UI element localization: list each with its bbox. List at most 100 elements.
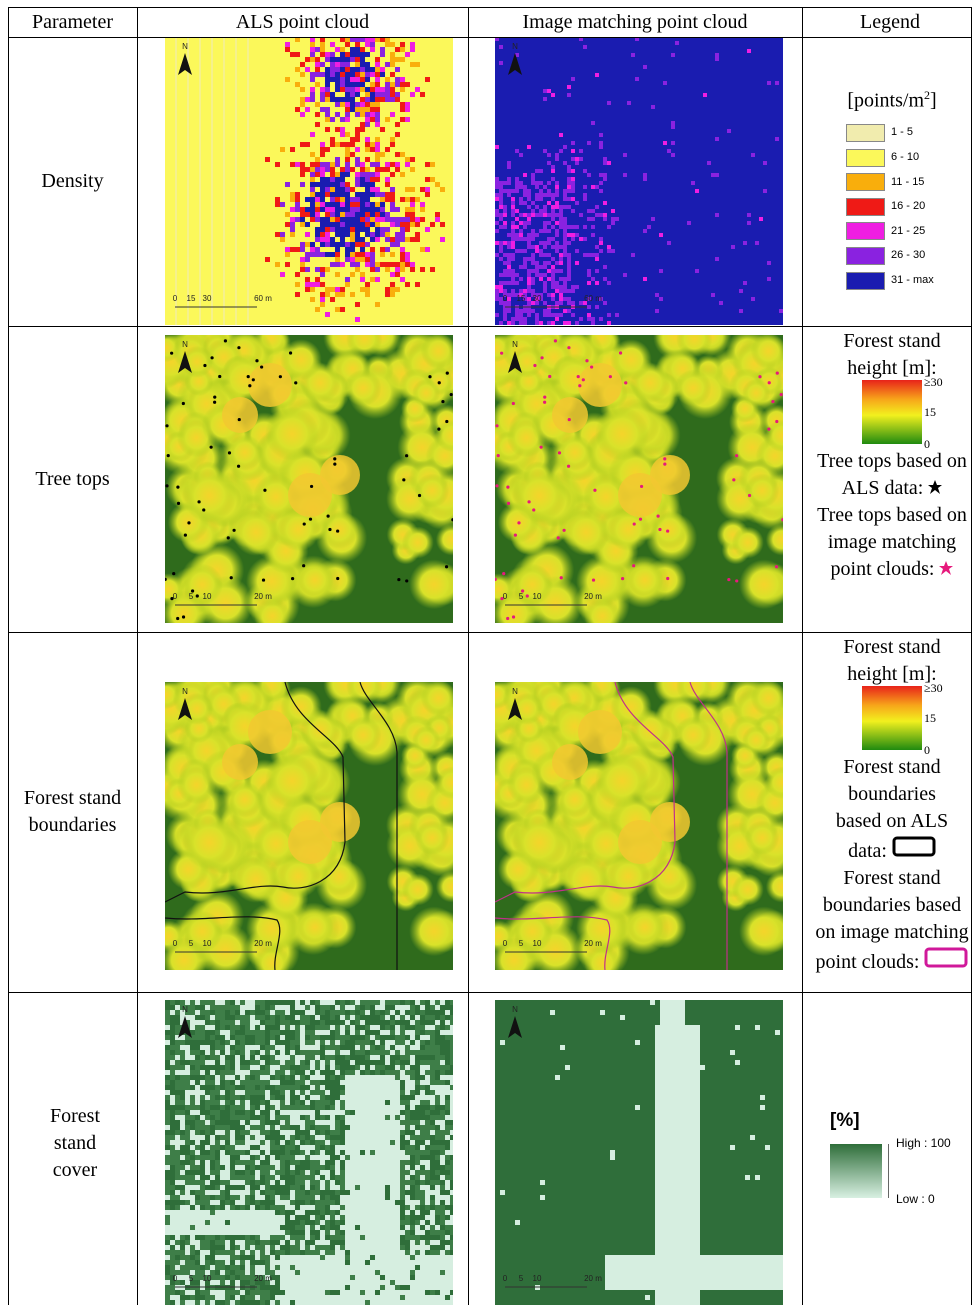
- density-cell: [370, 222, 375, 227]
- density-cell: [385, 262, 390, 267]
- cover-cell: [280, 1160, 285, 1165]
- density-cell: [400, 57, 405, 62]
- cover-cell: [235, 1150, 240, 1155]
- cover-cell: [635, 1285, 640, 1290]
- density-cell: [285, 222, 290, 227]
- tree-top: [567, 465, 570, 468]
- density-cell: [551, 197, 555, 201]
- cover-cell: [440, 1200, 445, 1205]
- density-cell: [325, 292, 330, 297]
- cover-cell: [215, 1155, 220, 1160]
- cover-cell: [355, 1010, 360, 1015]
- cover-cell: [640, 1275, 645, 1280]
- cover-cell: [270, 1125, 275, 1130]
- density-cell: [440, 237, 445, 242]
- cover-cell: [425, 1235, 430, 1240]
- cover-cell: [240, 1250, 245, 1255]
- density-cell: [310, 187, 315, 192]
- density-cell: [499, 217, 503, 221]
- north-label: N: [512, 42, 518, 51]
- cover-cell: [445, 1055, 450, 1060]
- density-cell: [420, 92, 425, 97]
- density-cell: [555, 189, 559, 193]
- cover-cell: [305, 1095, 310, 1100]
- density-cell: [340, 187, 345, 192]
- cover-cell: [230, 1065, 235, 1070]
- cover-cell: [680, 1225, 685, 1230]
- cover-cell: [260, 1150, 265, 1155]
- cover-cell: [685, 1200, 690, 1205]
- density-cell: [527, 289, 531, 293]
- density-cell: [325, 237, 330, 242]
- density-cell: [365, 122, 370, 127]
- cover-cell: [315, 1020, 320, 1025]
- density-cell: [415, 282, 420, 287]
- density-cell: [345, 52, 350, 57]
- density-cell: [355, 102, 360, 107]
- density-cell: [555, 289, 559, 293]
- cover-cell: [295, 1270, 300, 1275]
- cover-cell: [305, 1015, 310, 1020]
- cover-cell: [300, 1075, 305, 1080]
- density-cell: [410, 202, 415, 207]
- density-cell: [365, 182, 370, 187]
- density-cell: [547, 161, 551, 165]
- cover-cell: [675, 1070, 680, 1075]
- cover-cell: [225, 1065, 230, 1070]
- density-cell: [285, 252, 290, 257]
- cover-cell: [235, 1115, 240, 1120]
- cover-cell: [670, 1235, 675, 1240]
- density-cell: [430, 222, 435, 227]
- cover-cell: [280, 1015, 285, 1020]
- cover-cell: [350, 1020, 355, 1025]
- density-cell: [507, 241, 511, 245]
- crown: [675, 369, 712, 406]
- cover-cell: [695, 1045, 700, 1050]
- density-cell: [305, 252, 310, 257]
- cover-cell: [440, 1150, 445, 1155]
- cover-cell: [670, 1135, 675, 1140]
- cover-cell: [170, 1015, 175, 1020]
- cover-cell: [660, 1000, 665, 1005]
- cover-cell: [300, 1215, 305, 1220]
- cover-cell: [445, 1165, 450, 1170]
- cover-cell: [200, 1180, 205, 1185]
- density-cell: [330, 177, 335, 182]
- cover-cell: [265, 1180, 270, 1185]
- density-cell: [499, 181, 503, 185]
- cover-cell: [300, 1160, 305, 1165]
- page: Parameter ALS point cloud Image matching…: [0, 0, 978, 1305]
- density-stripe: [211, 37, 213, 325]
- density-cell: [535, 261, 539, 265]
- density-cell: [395, 217, 400, 222]
- cover-cell: [260, 1015, 265, 1020]
- density-cell: [410, 47, 415, 52]
- cover-cell: [275, 1290, 280, 1295]
- cover-cell: [435, 1290, 440, 1295]
- density-cell: [547, 193, 551, 197]
- cover-cell: [220, 1190, 225, 1195]
- cover-cell: [420, 1020, 425, 1025]
- cover-cell: [225, 1055, 230, 1060]
- density-cell: [543, 241, 547, 245]
- cover-cell: [165, 1300, 170, 1305]
- cover-cell: [290, 1075, 295, 1080]
- cover-cell: [695, 1115, 700, 1120]
- cover-cell: [190, 1160, 195, 1165]
- cover-cell: [260, 1065, 265, 1070]
- density-cell: [345, 117, 350, 122]
- density-cell: [543, 301, 547, 305]
- cover-cell: [440, 1080, 445, 1085]
- density-cell: [320, 217, 325, 222]
- cover-cell: [245, 1030, 250, 1035]
- density-cell: [360, 242, 365, 247]
- cover-cell: [230, 1120, 235, 1125]
- cover-cell: [410, 1220, 415, 1225]
- cover-cell: [685, 1120, 690, 1125]
- cover-cell: [630, 1280, 635, 1285]
- density-cell: [595, 257, 599, 261]
- cover-cell: [200, 1170, 205, 1175]
- cover-cell: [225, 1140, 230, 1145]
- density-cell: [315, 112, 320, 117]
- cover-cell: [225, 1040, 230, 1045]
